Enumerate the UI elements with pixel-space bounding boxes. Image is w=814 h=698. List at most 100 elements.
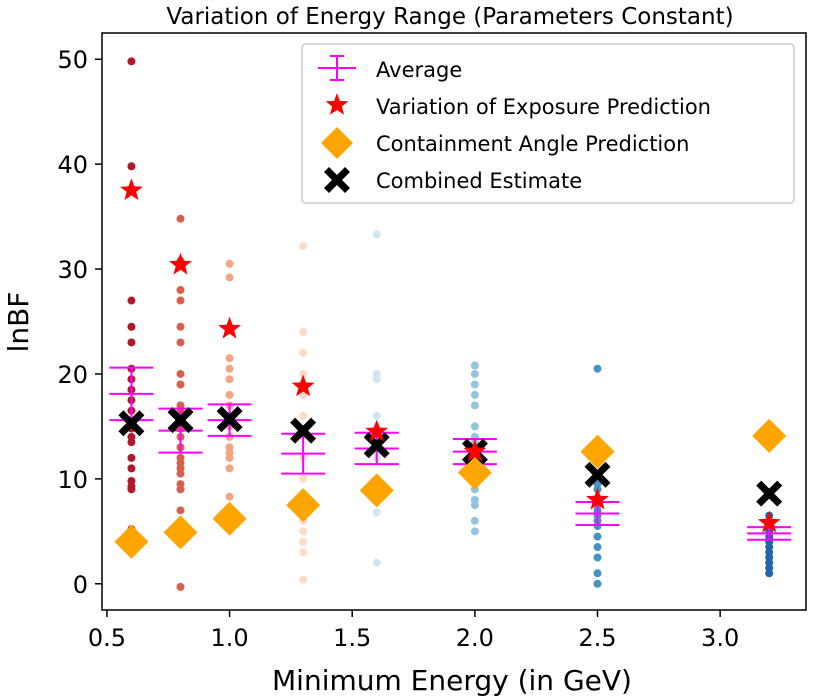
sample-group-0 — [127, 57, 136, 534]
sample-point — [470, 361, 479, 370]
sample-point — [299, 575, 308, 584]
y-tick-label: 20 — [57, 361, 88, 389]
x-tick-label: 3.0 — [701, 624, 739, 652]
sample-point — [225, 375, 234, 384]
combined-marker — [756, 480, 783, 507]
plot-area — [109, 57, 792, 591]
containment-marker — [359, 473, 394, 508]
exposure-marker — [291, 374, 315, 397]
sample-point — [127, 464, 136, 473]
sample-point — [299, 348, 308, 357]
sample-point — [176, 338, 185, 347]
average-errorbar — [575, 500, 620, 527]
exposure-marker — [586, 487, 609, 510]
legend-combined-label: Combined Estimate — [376, 169, 582, 193]
sample-point — [470, 390, 479, 399]
legend-combined-marker — [324, 167, 350, 193]
combined-marker — [167, 407, 194, 434]
sample-point — [372, 508, 381, 517]
legend-containment-label: Containment Angle Prediction — [376, 132, 689, 156]
x-tick-label: 1.0 — [210, 624, 248, 652]
y-tick-label: 40 — [57, 151, 88, 179]
sample-point — [176, 369, 185, 378]
sample-point — [299, 548, 308, 557]
combined-marker — [118, 410, 145, 437]
exposure-marker — [463, 439, 487, 462]
combined-marker — [584, 461, 611, 488]
containment-marker — [286, 488, 321, 523]
sample-point — [593, 579, 602, 588]
legend: Average Variation of Exposure Prediction… — [301, 43, 795, 204]
y-tick-label: 30 — [57, 256, 88, 284]
average-series — [109, 366, 792, 541]
sample-point — [225, 273, 234, 282]
y-tick-label: 10 — [57, 466, 88, 494]
average-errorbar — [109, 366, 154, 422]
sample-point — [299, 390, 308, 399]
legend-frame — [301, 43, 795, 204]
x-tick-label: 0.5 — [88, 624, 126, 652]
sample-point — [299, 411, 308, 420]
exposure-marker — [757, 510, 781, 533]
y-tick-label: 0 — [73, 571, 88, 599]
sample-point — [225, 464, 234, 473]
sample-point — [593, 553, 602, 562]
sample-point — [299, 241, 308, 250]
sample-point — [470, 516, 479, 525]
exposure-marker — [120, 178, 143, 201]
x-tick-label: 2.5 — [578, 624, 616, 652]
legend-containment-marker — [321, 127, 353, 159]
sample-point — [372, 230, 381, 239]
y-axis-label: lnBF — [2, 292, 35, 353]
sample-point — [127, 453, 136, 462]
sample-point — [372, 375, 381, 384]
containment-marker — [212, 501, 247, 536]
containment-marker — [163, 515, 198, 550]
sample-point — [372, 558, 381, 567]
sample-point — [299, 369, 308, 378]
sample-point — [593, 543, 602, 552]
sample-point — [299, 474, 308, 483]
sample-point — [225, 354, 234, 363]
containment-marker — [580, 434, 615, 469]
sample-point — [765, 569, 774, 578]
x-axis-label: Minimum Energy (in GeV) — [272, 664, 632, 697]
combined-marker — [290, 417, 317, 444]
sample-point — [372, 411, 381, 420]
sample-point — [176, 469, 185, 478]
legend-average-label: Average — [376, 58, 462, 82]
containment-marker — [114, 524, 149, 559]
sample-point — [176, 296, 185, 305]
legend-exposure-label: Variation of Exposure Prediction — [376, 95, 711, 119]
sample-point — [299, 327, 308, 336]
sample-point — [470, 380, 479, 389]
sample-point — [127, 338, 136, 347]
x-tick-label: 2.0 — [456, 624, 494, 652]
sample-point — [470, 369, 479, 378]
combined-marker — [216, 406, 243, 433]
sample-point — [470, 422, 479, 431]
sample-group-3 — [299, 241, 308, 584]
sample-point — [176, 322, 185, 331]
sample-point — [593, 569, 602, 578]
exposure-marker — [169, 252, 192, 275]
x-axis: 0.5 1.0 1.5 2.0 2.5 3.0 — [88, 610, 739, 652]
sample-point — [299, 537, 308, 546]
sample-point — [225, 453, 234, 462]
sample-point — [225, 259, 234, 268]
sample-point — [593, 532, 602, 541]
sample-point — [225, 492, 234, 501]
legend-exposure-marker — [325, 93, 349, 115]
plot-frame — [101, 32, 807, 611]
sample-point — [470, 527, 479, 536]
sample-point — [127, 322, 136, 331]
containment-marker — [752, 418, 787, 453]
sample-point — [176, 286, 185, 295]
sample-point — [176, 380, 185, 389]
sample-point — [225, 390, 234, 399]
sample-point — [470, 401, 479, 410]
average-errorbar — [158, 407, 203, 454]
average-errorbar — [281, 432, 326, 475]
sample-point — [176, 214, 185, 223]
